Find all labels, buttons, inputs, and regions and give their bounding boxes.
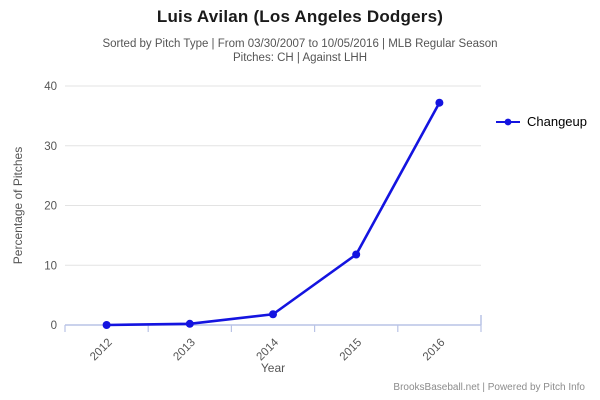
y-tick-label-40: 40 [44, 81, 57, 93]
footer-credit: BrooksBaseball.net | Powered by Pitch In… [393, 382, 585, 393]
x-tick-label-2016: 2016 [421, 337, 448, 364]
y-axis-title: Percentage of Pitches [11, 147, 25, 264]
legend-label: Changeup [527, 114, 587, 129]
legend-line-marker-icon [496, 118, 520, 125]
data-point-2016[interactable] [435, 98, 444, 107]
x-tick-label-2014: 2014 [255, 336, 282, 363]
y-tick-label-10: 10 [44, 260, 57, 272]
chart-title: Luis Avilan (Los Angeles Dodgers) [156, 7, 444, 26]
x-tick-label-2012: 2012 [88, 337, 115, 364]
data-point-2015[interactable] [352, 250, 361, 259]
chart-subtitle-line1: Sorted by Pitch Type | From 03/30/2007 t… [102, 38, 498, 50]
series-line-changeup [105, 101, 441, 327]
x-tick-label-2015: 2015 [338, 337, 365, 364]
y-tick-label-0: 0 [51, 320, 57, 332]
x-axis-title: Year [261, 361, 285, 375]
data-point-2012[interactable] [102, 321, 111, 329]
y-tick-label-30: 30 [44, 141, 57, 153]
data-point-2014[interactable] [269, 310, 277, 319]
x-tick-label-2013: 2013 [171, 337, 198, 364]
chart-subtitle-line2: Pitches: CH | Against LHH [232, 52, 367, 64]
legend[interactable]: Changeup [495, 114, 587, 129]
y-tick-label-20: 20 [44, 201, 57, 213]
data-point-2013[interactable] [185, 319, 194, 328]
